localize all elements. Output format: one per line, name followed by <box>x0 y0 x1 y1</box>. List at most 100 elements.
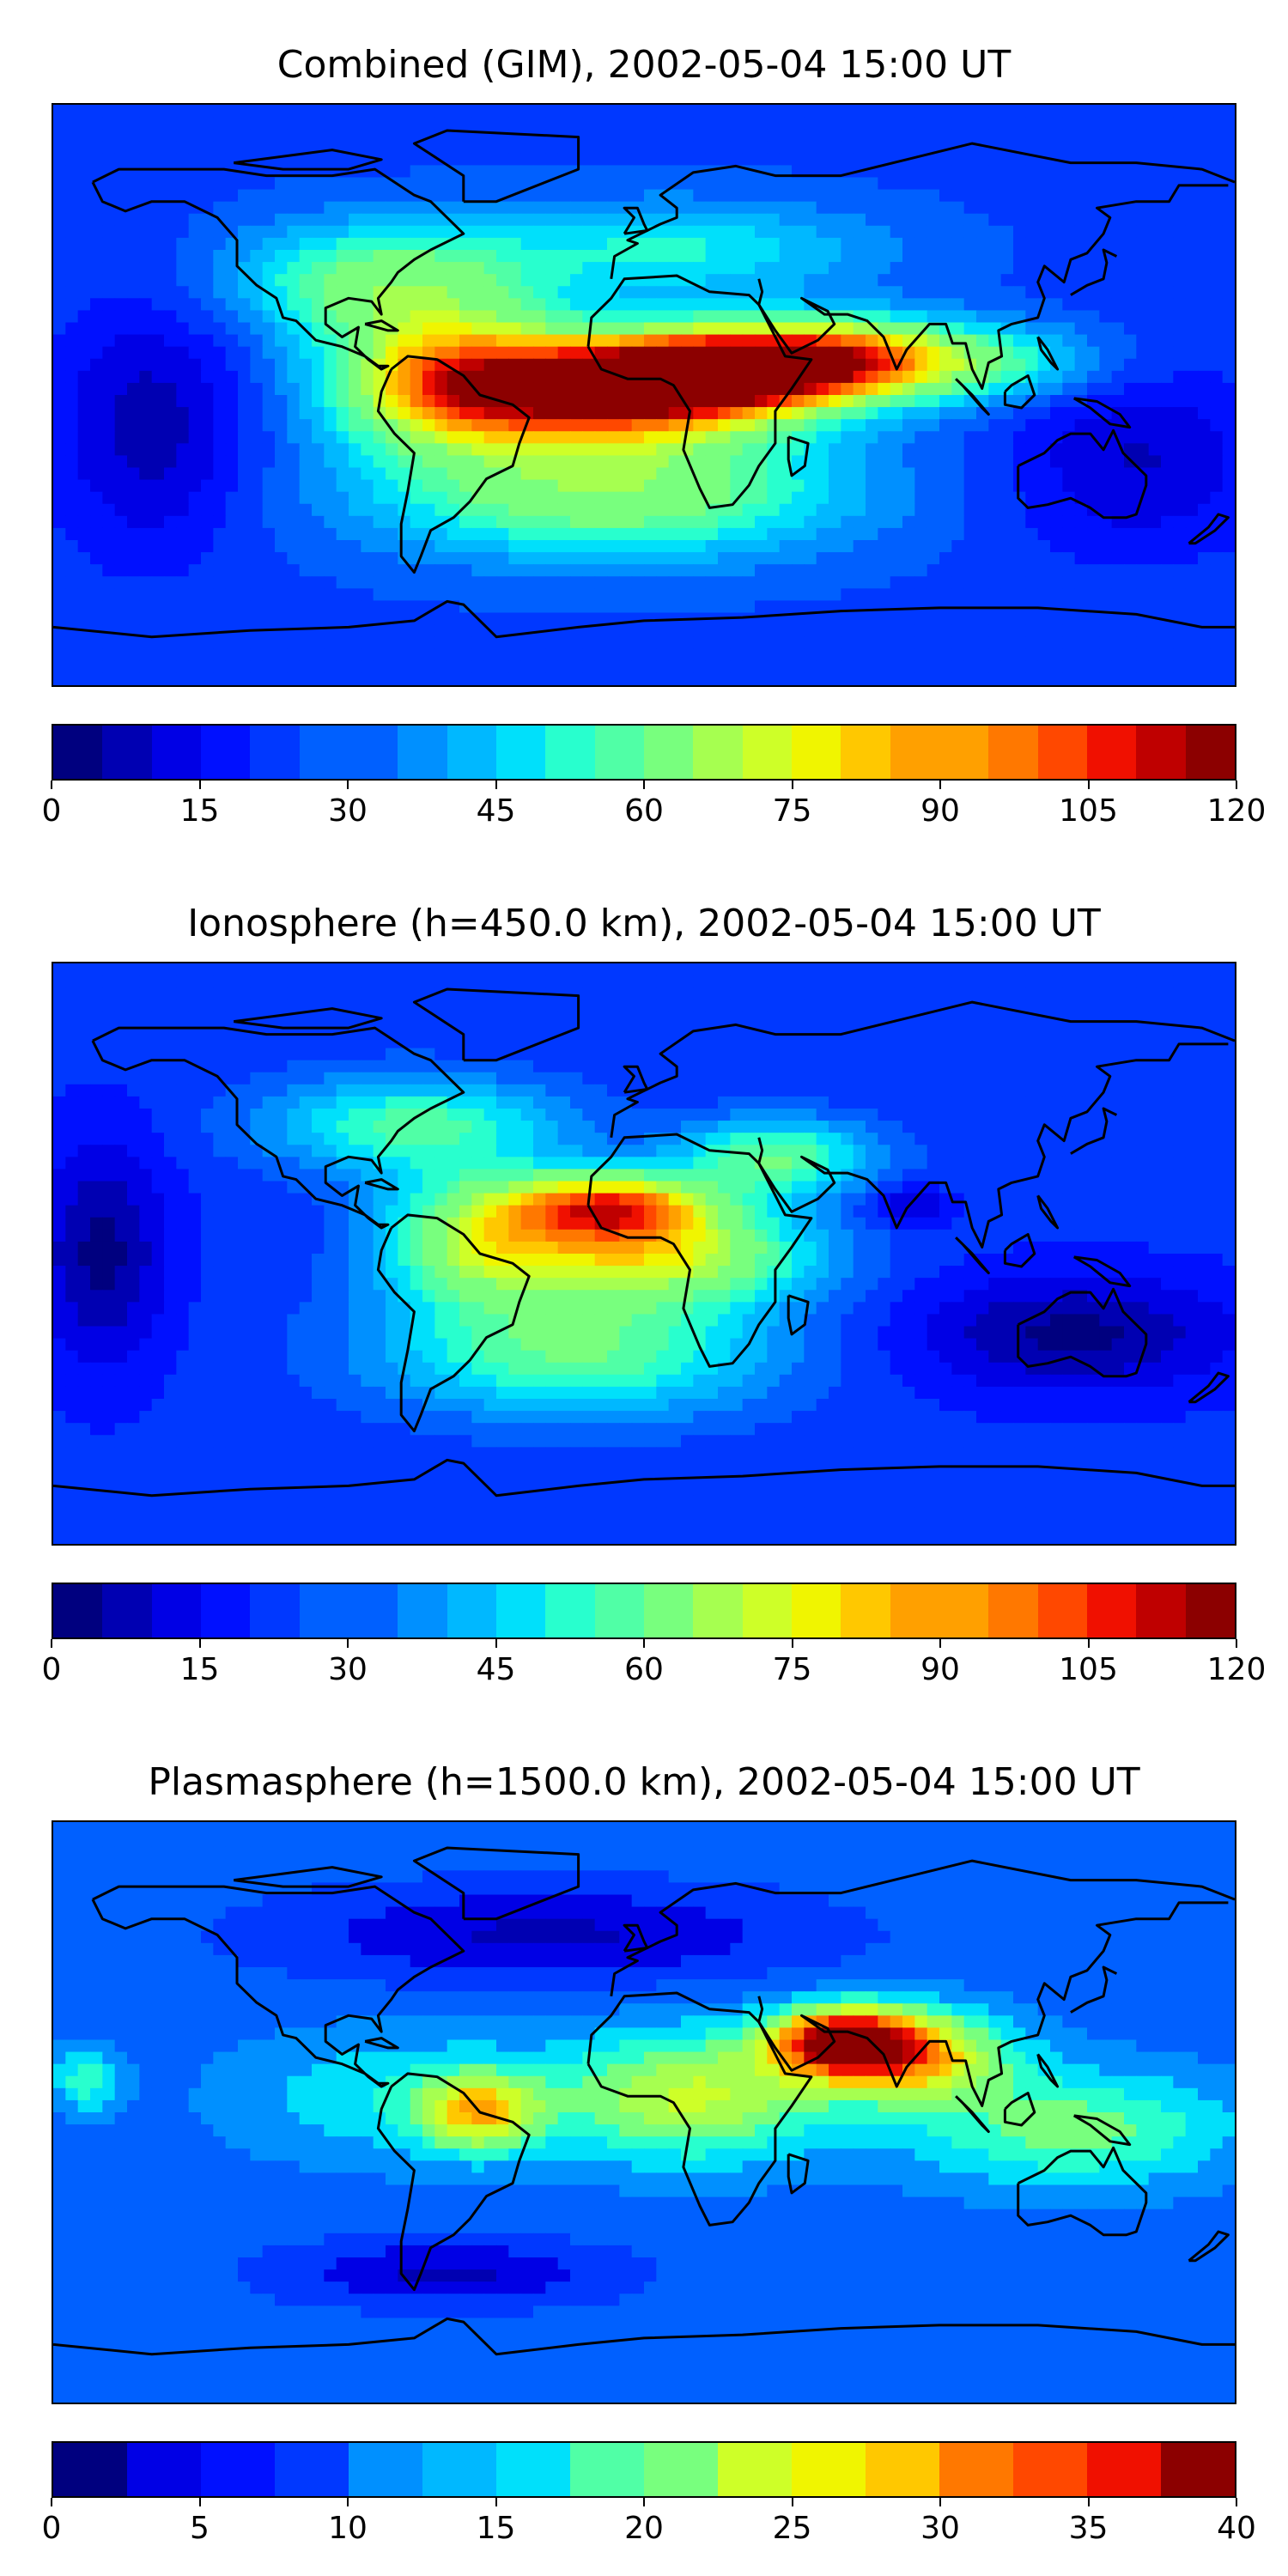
field-cell <box>767 491 781 505</box>
field-cell <box>520 503 534 517</box>
field-cell <box>65 636 79 650</box>
field-cell <box>127 672 140 685</box>
colorbar-segment <box>102 726 152 779</box>
field-cell <box>250 963 264 976</box>
field-cell <box>520 527 534 541</box>
field-cell <box>927 310 940 324</box>
field-cell <box>151 636 165 650</box>
field-cell <box>164 310 177 324</box>
field-cell <box>508 262 522 275</box>
field-cell <box>866 963 878 976</box>
field-cell <box>1124 286 1137 299</box>
field-cell <box>349 612 361 626</box>
field-cell <box>1136 129 1150 142</box>
field-cell <box>644 987 657 1000</box>
field-cell <box>681 105 694 118</box>
colorbar-segment <box>693 726 743 779</box>
field-cell <box>890 189 903 203</box>
field-cell <box>1087 443 1100 457</box>
field-cell <box>619 600 633 614</box>
field-cell <box>705 395 719 408</box>
field-cell <box>631 552 645 565</box>
field-cell <box>779 274 793 287</box>
field-cell <box>139 455 153 469</box>
field-cell <box>422 479 435 493</box>
field-cell <box>557 382 571 396</box>
field-cell <box>730 250 744 263</box>
field-cell <box>841 177 854 191</box>
field-cell <box>631 588 645 602</box>
field-cell <box>262 310 276 324</box>
field-cell <box>483 262 497 275</box>
field-cell <box>594 407 608 420</box>
field-cell <box>963 467 977 481</box>
field-cell <box>1074 975 1088 988</box>
field-cell <box>1161 588 1174 602</box>
field-cell <box>114 237 128 251</box>
field-cell <box>730 189 744 203</box>
field-cell <box>853 672 866 685</box>
field-cell <box>520 298 534 312</box>
field-cell <box>53 443 66 457</box>
field-cell <box>570 975 583 988</box>
field-cell <box>213 672 227 685</box>
field-cell <box>619 576 633 589</box>
field-cell <box>262 213 276 227</box>
field-cell <box>287 334 301 348</box>
field-cell <box>324 274 337 287</box>
field-cell <box>275 250 288 263</box>
field-cell <box>53 999 66 1012</box>
field-cell <box>1111 129 1125 142</box>
field-cell <box>644 310 657 324</box>
field-cell <box>963 660 977 674</box>
field-cell <box>324 515 337 529</box>
field-cell <box>1124 370 1137 384</box>
field-cell <box>1111 491 1125 505</box>
field-cell <box>730 975 744 988</box>
field-cell <box>422 382 435 396</box>
field-cell <box>1013 588 1026 602</box>
field-cell <box>312 515 325 529</box>
field-cell <box>1099 322 1113 336</box>
field-cell <box>422 419 435 432</box>
field-cell <box>533 431 546 444</box>
field-cell <box>65 467 79 481</box>
field-cell <box>730 286 744 299</box>
field-cell <box>1136 105 1150 118</box>
field-cell <box>213 370 227 384</box>
field-cell <box>1111 540 1125 553</box>
field-cell <box>594 225 608 239</box>
field-cell <box>176 987 190 1000</box>
field-cell <box>139 358 153 372</box>
field-cell <box>582 141 596 154</box>
field-cell <box>816 153 829 167</box>
field-cell <box>102 105 116 118</box>
field-cell <box>963 250 977 263</box>
field-cell <box>1000 346 1014 360</box>
field-cell <box>841 117 854 130</box>
field-cell <box>866 334 878 348</box>
field-cell <box>299 999 313 1012</box>
field-cell <box>1173 105 1187 118</box>
field-cell <box>176 600 190 614</box>
field-cell <box>1025 201 1039 215</box>
field-cell <box>644 660 657 674</box>
field-cell <box>238 527 251 541</box>
field-cell <box>1074 141 1088 154</box>
field-cell <box>508 382 522 396</box>
field-cell <box>225 262 239 275</box>
field-cell <box>336 576 349 589</box>
field-cell <box>878 443 891 457</box>
field-cell <box>767 286 781 299</box>
field-cell <box>1111 346 1125 360</box>
field-cell <box>927 225 940 239</box>
field-cell <box>792 503 805 517</box>
field-cell <box>225 963 239 976</box>
field-cell <box>410 322 423 336</box>
field-cell <box>792 286 805 299</box>
field-cell <box>151 407 165 420</box>
field-cell <box>1000 274 1014 287</box>
field-cell <box>1210 660 1224 674</box>
field-cell <box>213 165 227 179</box>
field-cell <box>471 576 485 589</box>
